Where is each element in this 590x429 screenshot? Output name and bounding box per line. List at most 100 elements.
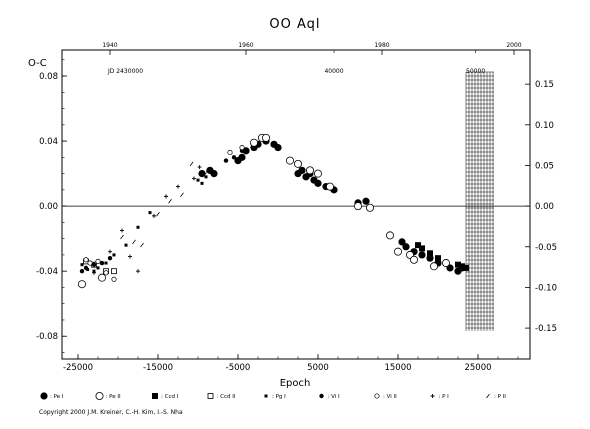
right-y-tick-label: 0.15	[535, 80, 554, 90]
top-year-tick-label: 1940	[102, 42, 117, 49]
x-tick-label: -25000	[63, 363, 93, 373]
data-point	[152, 213, 156, 218]
right-y-tick-label: -0.15	[535, 324, 557, 334]
data-point	[285, 156, 294, 165]
data-point	[198, 170, 206, 178]
data-point	[120, 228, 124, 233]
x-axis-title: Epoch	[280, 378, 311, 389]
data-point	[197, 165, 202, 170]
data-point	[227, 149, 233, 156]
data-point	[91, 262, 97, 267]
data-point	[455, 261, 461, 268]
data-point	[176, 184, 180, 189]
x-tick-label: 25000	[464, 363, 491, 373]
data-point	[156, 212, 160, 217]
data-point	[238, 153, 246, 161]
data-point	[427, 250, 433, 257]
data-point	[128, 254, 132, 259]
legend-label: : Ccd II	[217, 394, 236, 400]
data-point	[136, 269, 140, 274]
data-point	[108, 249, 112, 254]
legend-marker	[264, 394, 268, 398]
data-point	[242, 147, 250, 155]
legend-marker	[207, 393, 214, 399]
right-y-tick-label: 0.05	[535, 161, 554, 171]
data-point	[189, 161, 194, 167]
data-point	[87, 260, 93, 266]
legend-label: : Ccd I	[161, 394, 179, 400]
legend-label: : Pe II	[106, 394, 121, 400]
legend-marker	[95, 391, 104, 400]
data-point	[223, 158, 229, 163]
top-year-tick-label: 1980	[374, 42, 389, 49]
x-tick-label: 5000	[307, 363, 329, 373]
legend-marker	[374, 393, 380, 399]
top-jd-tick-label: 40000	[324, 68, 343, 75]
data-point	[314, 179, 322, 187]
axis-ticks: -25000 -15000 -5000 5000 15000 25000 0.08 0.04 0…	[36, 42, 557, 373]
data-point	[205, 168, 210, 173]
data-point	[200, 181, 204, 185]
data-point	[463, 264, 469, 271]
data-point	[148, 211, 152, 215]
data-point	[362, 197, 370, 205]
data-point	[231, 155, 237, 160]
legend-marker	[152, 393, 158, 399]
data-point	[111, 268, 117, 275]
top-year-tick-label: 1960	[238, 42, 253, 49]
hatched-region	[465, 71, 494, 331]
data-point	[78, 280, 87, 289]
y-tick-label: -0.08	[36, 332, 58, 342]
copyright-text: Copyright 2000 J.M. Kreiner, C.-H. Kim, …	[39, 409, 183, 416]
x-tick-label: -15000	[143, 363, 173, 373]
top-year-tick-label: 2000	[506, 42, 521, 49]
data-point	[249, 138, 258, 147]
data-point	[418, 251, 426, 259]
data-point	[419, 245, 425, 252]
data-point	[80, 263, 84, 267]
legend-label: : Vi I	[328, 394, 341, 400]
legend-marker	[486, 393, 490, 399]
data-point	[393, 247, 402, 256]
data-point	[136, 225, 140, 229]
data-point	[192, 176, 196, 181]
data-point	[96, 266, 100, 270]
data-point	[168, 199, 172, 204]
data-point	[79, 268, 85, 274]
data-point	[210, 170, 218, 178]
legend-label: : Pg I	[272, 394, 286, 400]
legend-marker	[40, 392, 48, 400]
data-point	[415, 242, 421, 249]
right-y-tick-label: 0.10	[535, 121, 554, 131]
legend-label: : P I	[439, 394, 450, 400]
x-tick-label: -5000	[226, 363, 251, 373]
data-point	[95, 258, 101, 264]
x-tick-label: 15000	[384, 363, 411, 373]
data-point	[196, 178, 200, 182]
data-point	[325, 182, 334, 191]
data-point	[398, 238, 406, 246]
data-point	[99, 260, 105, 266]
data-point	[83, 257, 89, 263]
data-point	[84, 265, 88, 270]
y-tick-label: 0.08	[39, 72, 58, 82]
data-point	[429, 262, 438, 271]
data-point	[104, 261, 108, 265]
data-point	[98, 273, 107, 282]
data-point	[298, 166, 306, 174]
chart-title: OO Aql	[269, 17, 320, 32]
data-point	[435, 255, 441, 262]
right-y-tick-label: 0.00	[535, 202, 554, 212]
legend-label: : Pe I	[50, 394, 64, 400]
data-points	[78, 133, 469, 289]
data-point	[426, 254, 434, 262]
data-point	[239, 145, 245, 151]
data-point	[353, 202, 362, 211]
legend-label: : Vi II	[383, 394, 397, 400]
data-point	[164, 194, 168, 199]
legend: : Pe I : Pe II : Ccd I : Ccd II : Pg I : Vi I…	[40, 391, 506, 400]
right-y-tick-label: -0.10	[535, 283, 557, 293]
